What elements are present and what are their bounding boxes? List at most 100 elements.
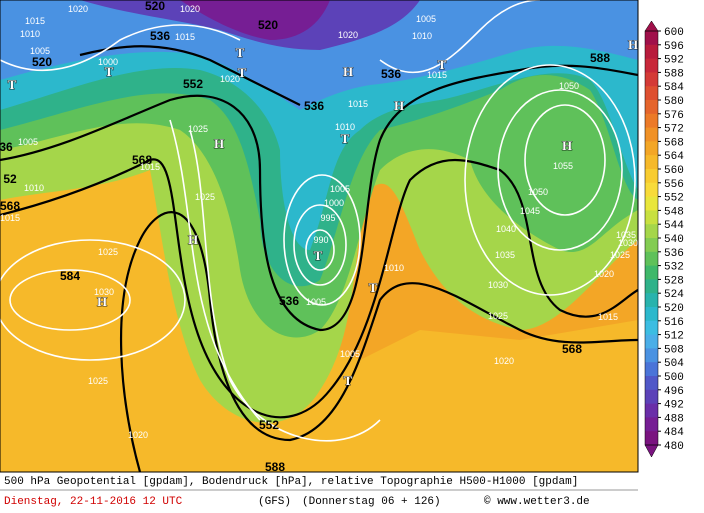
pressure-label: 1015 <box>25 16 45 26</box>
pressure-center: H <box>394 98 404 113</box>
pressure-label: 1005 <box>30 46 50 56</box>
colorbar-label: 572 <box>664 124 684 136</box>
colorbar-band <box>645 238 658 253</box>
pressure-center: T <box>314 248 323 263</box>
colorbar-band <box>645 362 658 377</box>
pressure-label: 1035 <box>616 230 636 240</box>
pressure-center: H <box>562 138 572 153</box>
pressure-label: 1005 <box>330 184 350 194</box>
footer-title: 500 hPa Geopotential [gpdam], Bodendruck… <box>4 476 578 488</box>
colorbar-band <box>645 265 658 280</box>
geopotential-label: 536 <box>381 67 401 81</box>
colorbar-band <box>645 72 658 87</box>
colorbar-label: 528 <box>664 275 684 287</box>
pressure-label: 1010 <box>20 29 40 39</box>
pressure-label: 1050 <box>559 81 579 91</box>
colorbar-band <box>645 86 658 101</box>
pressure-label: 1030 <box>618 238 638 248</box>
pressure-center: T <box>236 45 245 60</box>
geopotential-label: 568 <box>132 153 152 167</box>
pressure-label: 1015 <box>0 213 20 223</box>
footer-forecast: (Donnerstag 06 + 126) <box>302 496 441 508</box>
colorbar-band <box>645 431 658 446</box>
geopotential-label: 520 <box>145 0 165 13</box>
geopotential-label: 552 <box>259 418 279 432</box>
pressure-center: T <box>344 373 353 388</box>
geopotential-contours <box>0 45 638 472</box>
pressure-center: T <box>341 131 350 146</box>
colorbar: 6005965925885845805765725685645605565525… <box>644 20 684 458</box>
footer-model: (GFS) <box>258 496 291 508</box>
pressure-label: 1025 <box>188 124 208 134</box>
colorbar-band <box>645 307 658 322</box>
pressure-center: T <box>8 77 17 92</box>
colorbar-band <box>645 251 658 267</box>
colorbar-label: 480 <box>664 441 684 453</box>
colorbar-label: 524 <box>664 289 684 301</box>
pressure-label: 1030 <box>94 287 114 297</box>
colorbar-band <box>645 279 658 294</box>
colorbar-band <box>645 100 658 115</box>
colorbar-band <box>645 182 658 198</box>
colorbar-label: 508 <box>664 344 684 356</box>
pressure-label: 1030 <box>488 280 508 290</box>
colorbar-label: 512 <box>664 331 684 343</box>
pressure-label: 1025 <box>610 250 630 260</box>
geopotential-label: 36 <box>0 140 13 154</box>
pressure-label: 1025 <box>195 192 215 202</box>
colorbar-arrow-top <box>644 20 659 32</box>
colorbar-label: 500 <box>664 372 684 384</box>
pressure-label: 995 <box>320 213 335 223</box>
pressure-center: T <box>105 64 114 79</box>
geopotential-label: 520 <box>258 18 278 32</box>
pressure-label: 1015 <box>175 32 195 42</box>
pressure-center: H <box>214 136 224 151</box>
pressure-label: 1020 <box>180 4 200 14</box>
colorbar-arrow-bottom <box>644 444 659 458</box>
colorbar-band <box>645 58 658 73</box>
geopotential-label: 52 <box>3 172 17 186</box>
pressure-label: 1020 <box>494 356 514 366</box>
colorbar-band <box>645 141 658 156</box>
colorbar-label: 584 <box>664 82 684 94</box>
pressure-label: 1010 <box>384 263 404 273</box>
colorbar-label: 492 <box>664 400 684 412</box>
pressure-label: 1045 <box>520 206 540 216</box>
pressure-center: T <box>438 57 447 72</box>
geopotential-label: 536 <box>279 294 299 308</box>
pressure-label: 1010 <box>412 31 432 41</box>
pressure-label: 1020 <box>68 4 88 14</box>
map-frame <box>0 0 639 473</box>
geopotential-label: 552 <box>183 77 203 91</box>
colorbar-band <box>645 293 658 308</box>
geopotential-label: 584 <box>60 269 80 283</box>
colorbar-band <box>645 31 658 46</box>
colorbar-label: 536 <box>664 248 684 260</box>
pressure-center: T <box>369 280 378 295</box>
colorbar-band <box>645 169 658 184</box>
footer-credit: © www.wetter3.de <box>484 496 590 508</box>
colorbar-band <box>645 334 658 349</box>
colorbar-band <box>645 196 658 211</box>
colorbar-band <box>645 113 658 129</box>
pressure-label: 1020 <box>220 74 240 84</box>
colorbar-label: 548 <box>664 206 684 218</box>
colorbar-label: 556 <box>664 179 684 191</box>
colorbar-label: 488 <box>664 413 684 425</box>
pressure-label: 1025 <box>88 376 108 386</box>
colorbar-label: 580 <box>664 96 684 108</box>
colorbar-label: 592 <box>664 55 684 67</box>
isobars <box>0 0 636 442</box>
pressure-label: 1050 <box>528 187 548 197</box>
pressure-label: 1035 <box>495 250 515 260</box>
pressure-label: 1015 <box>140 162 160 172</box>
pressure-label: 1025 <box>488 311 508 321</box>
colorbar-band <box>645 127 658 142</box>
colorbar-label: 540 <box>664 234 684 246</box>
colorbar-band <box>645 224 658 239</box>
colorbar-label: 532 <box>664 262 684 274</box>
colorbar-band <box>645 403 658 418</box>
colorbar-label: 588 <box>664 68 684 80</box>
pressure-label: 1015 <box>348 99 368 109</box>
pressure-label: 1005 <box>18 137 38 147</box>
